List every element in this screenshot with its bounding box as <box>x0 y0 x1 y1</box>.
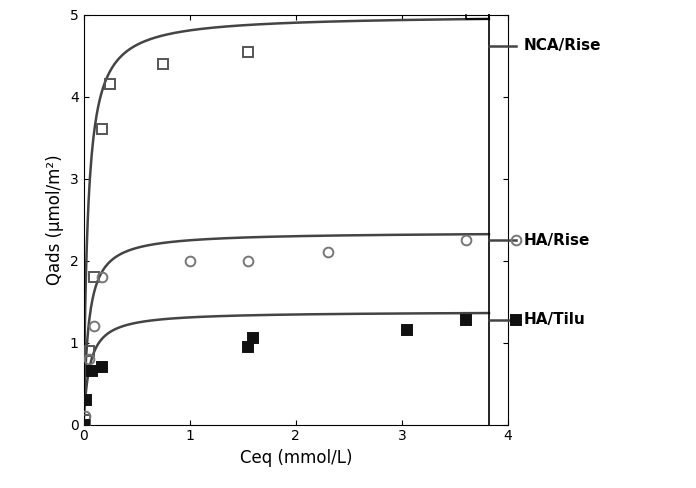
Text: HA/Rise: HA/Rise <box>524 233 590 247</box>
Text: HA/Tilu: HA/Tilu <box>524 312 586 327</box>
X-axis label: Ceq (mmol/L): Ceq (mmol/L) <box>239 449 352 467</box>
Text: NCA/Rise: NCA/Rise <box>524 38 601 53</box>
Y-axis label: Qads (μmol/m²): Qads (μmol/m²) <box>46 154 64 285</box>
